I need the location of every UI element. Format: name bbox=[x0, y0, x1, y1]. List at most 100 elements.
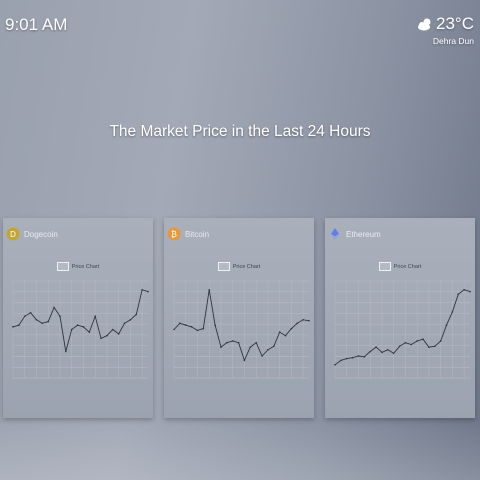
data-point bbox=[267, 348, 269, 351]
legend-swatch bbox=[56, 262, 69, 271]
data-point bbox=[59, 315, 61, 318]
data-point bbox=[334, 363, 336, 366]
price-line bbox=[12, 289, 149, 352]
data-point bbox=[369, 350, 372, 353]
data-point bbox=[296, 322, 299, 325]
legend-label: Price Chart bbox=[393, 263, 422, 270]
legend-swatch bbox=[378, 262, 391, 271]
data-point bbox=[202, 327, 205, 330]
data-point bbox=[261, 355, 263, 357]
data-point bbox=[123, 322, 126, 325]
price-chart bbox=[12, 280, 149, 379]
data-point bbox=[190, 326, 193, 328]
data-point bbox=[433, 345, 436, 348]
data-point bbox=[302, 319, 304, 321]
chart-legend[interactable]: Price Chart bbox=[3, 262, 153, 271]
legend-label: Price Chart bbox=[232, 263, 261, 270]
data-point bbox=[469, 290, 471, 293]
data-point bbox=[457, 293, 460, 296]
data-point bbox=[345, 357, 348, 360]
data-point bbox=[117, 333, 120, 335]
partly-cloudy-icon bbox=[418, 18, 431, 31]
data-point bbox=[18, 324, 20, 326]
ethereum-card[interactable]: Ethereum Price Chart bbox=[325, 218, 475, 418]
data-point bbox=[410, 343, 413, 346]
data-point bbox=[184, 324, 187, 326]
city-name: Dehra Dun bbox=[432, 36, 474, 46]
data-point bbox=[220, 346, 222, 348]
data-point bbox=[249, 346, 252, 348]
data-point bbox=[439, 340, 442, 342]
data-point bbox=[135, 313, 138, 316]
data-point bbox=[35, 319, 38, 321]
data-point bbox=[340, 359, 342, 362]
data-point bbox=[308, 319, 310, 322]
data-point bbox=[278, 331, 281, 333]
data-point bbox=[111, 328, 114, 331]
data-point bbox=[29, 311, 32, 314]
temperature: 23°C bbox=[436, 14, 474, 33]
data-point bbox=[284, 334, 287, 337]
data-point bbox=[387, 348, 389, 351]
data-point bbox=[243, 359, 246, 362]
data-point bbox=[82, 326, 85, 328]
price-line bbox=[334, 289, 471, 366]
data-point bbox=[88, 331, 91, 333]
data-point bbox=[53, 306, 55, 309]
data-point bbox=[70, 328, 73, 331]
data-point bbox=[208, 289, 211, 291]
data-point bbox=[404, 341, 407, 344]
data-point bbox=[445, 324, 448, 326]
page-title: The Market Price in the Last 24 Hours bbox=[109, 123, 371, 140]
data-point bbox=[12, 326, 14, 328]
data-point bbox=[357, 355, 360, 357]
data-point bbox=[196, 329, 199, 332]
data-point bbox=[173, 328, 175, 331]
bitcoin-card[interactable]: ₿ Bitcoin Price Chart bbox=[164, 218, 314, 418]
data-point bbox=[214, 324, 216, 326]
data-point bbox=[141, 289, 143, 291]
data-point bbox=[272, 345, 275, 348]
price-chart bbox=[173, 280, 310, 379]
data-point bbox=[94, 315, 96, 318]
data-point bbox=[451, 311, 454, 313]
weather-widget: 23°C Dehra Dun bbox=[414, 14, 474, 46]
data-point bbox=[23, 315, 26, 318]
data-point bbox=[392, 352, 395, 355]
data-point bbox=[76, 324, 79, 326]
data-point bbox=[428, 346, 430, 348]
legend-swatch bbox=[217, 262, 230, 271]
data-point bbox=[351, 356, 354, 359]
data-point bbox=[100, 337, 102, 340]
price-chart bbox=[334, 280, 471, 379]
chart-legend[interactable]: Price Chart bbox=[164, 262, 314, 271]
data-point bbox=[422, 338, 424, 340]
bottom-fade bbox=[0, 420, 480, 480]
data-point bbox=[398, 345, 401, 348]
data-point bbox=[179, 322, 181, 325]
coin-name: Bitcoin bbox=[185, 229, 210, 239]
data-point bbox=[106, 334, 108, 337]
coin-name: Ethereum bbox=[346, 229, 381, 239]
data-point bbox=[255, 341, 257, 344]
data-point bbox=[375, 346, 377, 348]
dogecoin-icon: D bbox=[6, 227, 20, 241]
coin-name: Dogecoin bbox=[24, 229, 58, 239]
data-point bbox=[226, 341, 228, 344]
data-point bbox=[463, 289, 465, 291]
data-point bbox=[65, 350, 67, 353]
data-point bbox=[237, 341, 240, 344]
data-point bbox=[416, 340, 418, 342]
svg-text:₿: ₿ bbox=[171, 230, 177, 239]
data-point bbox=[147, 290, 149, 293]
data-point bbox=[129, 319, 132, 321]
data-point bbox=[363, 356, 366, 358]
dogecoin-card[interactable]: D Dogecoin Price Chart bbox=[3, 218, 153, 418]
data-point bbox=[47, 320, 50, 323]
ethereum-icon bbox=[331, 228, 339, 240]
data-point bbox=[381, 351, 383, 354]
price-line bbox=[173, 289, 310, 362]
legend-label: Price Chart bbox=[71, 263, 100, 270]
chart-legend[interactable]: Price Chart bbox=[325, 262, 475, 271]
clock: 9:01 AM bbox=[5, 15, 68, 34]
